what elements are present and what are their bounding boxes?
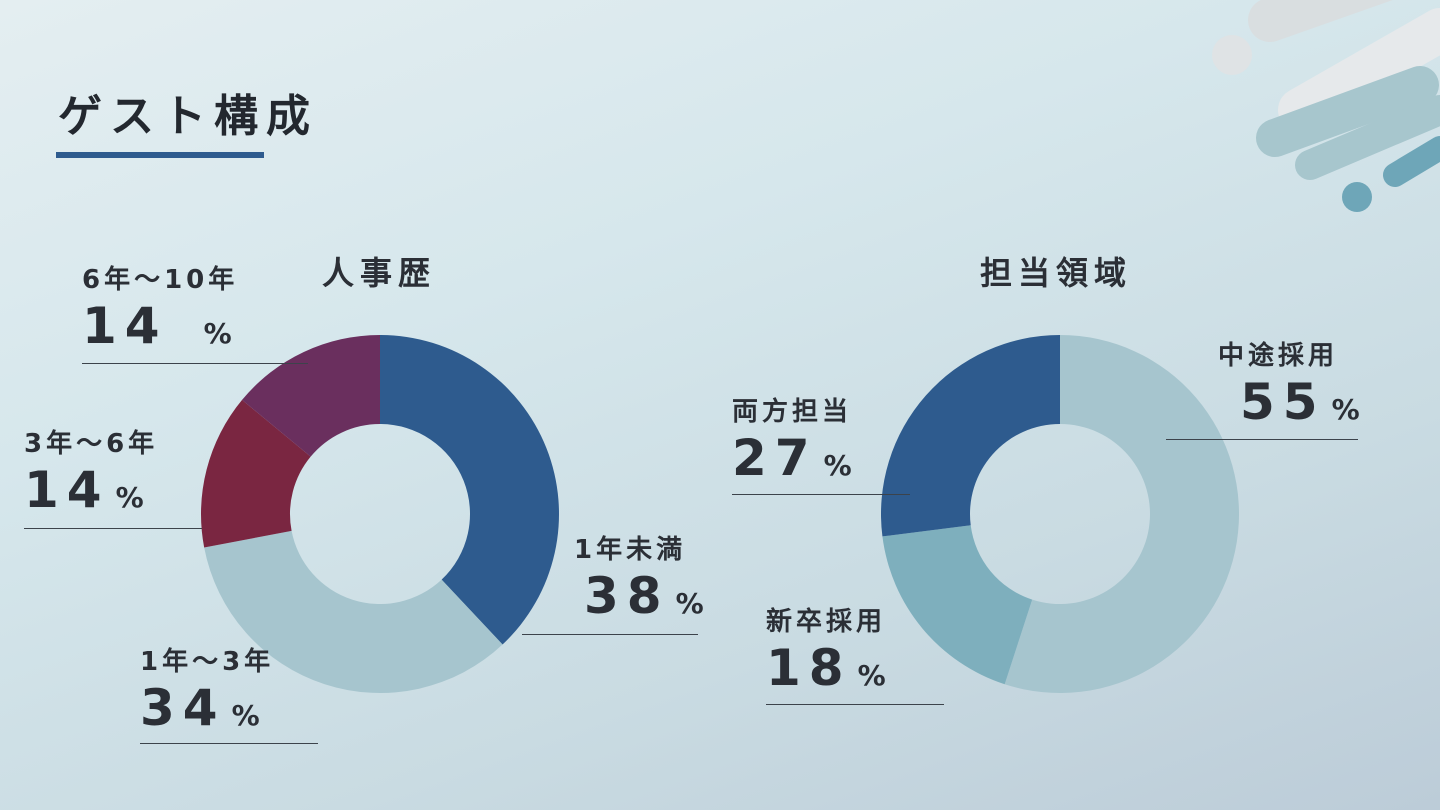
callout-6-to-10-years: 6年～10年 14% bbox=[82, 264, 308, 364]
donut-chart-responsibility bbox=[881, 335, 1239, 693]
value-unit: % bbox=[1331, 393, 1360, 426]
value-number: 18 bbox=[766, 639, 852, 697]
value-number: 14 bbox=[82, 297, 168, 355]
title-underline bbox=[56, 152, 264, 158]
chart-title-hr-experience: 人事歴 bbox=[322, 254, 437, 292]
callout-rule bbox=[732, 494, 910, 495]
callout-under-1-year: 1年未満 38% bbox=[522, 534, 704, 635]
callout-3-to-6-years: 3年～6年 14% bbox=[24, 428, 202, 529]
callout-rule bbox=[1166, 439, 1358, 440]
donut-chart-hr-experience bbox=[201, 335, 559, 693]
callout-rule bbox=[140, 743, 318, 744]
donut-slice-4 bbox=[242, 335, 380, 457]
callout-rule bbox=[24, 528, 202, 529]
donut-slice-1 bbox=[1004, 335, 1239, 693]
value-number: 55 bbox=[1240, 373, 1326, 431]
percent-value: 27% bbox=[732, 428, 910, 496]
category-label: 両方担当 bbox=[732, 397, 853, 427]
value-unit: % bbox=[823, 449, 852, 482]
callout-rule bbox=[522, 634, 698, 635]
callout-mid-career: 中途採用 55% bbox=[1166, 340, 1360, 440]
category-label: 1年～3年 bbox=[140, 647, 275, 677]
callout-new-graduate: 新卒採用 18% bbox=[766, 606, 944, 706]
chart-title-responsibility: 担当領域 bbox=[980, 254, 1133, 292]
value-number: 34 bbox=[140, 679, 226, 737]
value-unit: % bbox=[231, 699, 260, 732]
value-number: 27 bbox=[732, 429, 818, 487]
percent-value: 55% bbox=[1166, 372, 1360, 440]
percent-value: 18% bbox=[766, 638, 944, 706]
donut-slice-2 bbox=[204, 530, 503, 693]
percent-value: 14% bbox=[24, 460, 202, 528]
percent-value: 38% bbox=[522, 566, 704, 634]
percent-value: 14% bbox=[82, 296, 308, 364]
donut-slice-3 bbox=[201, 399, 311, 548]
value-number: 38 bbox=[584, 567, 670, 625]
value-unit: % bbox=[203, 317, 232, 350]
callout-rule bbox=[766, 704, 944, 705]
category-label: 1年未満 bbox=[574, 535, 687, 565]
category-label: 3年～6年 bbox=[24, 429, 159, 459]
value-unit: % bbox=[857, 659, 886, 692]
value-unit: % bbox=[115, 481, 144, 514]
value-number: 14 bbox=[24, 461, 110, 519]
donut-slice-1 bbox=[380, 335, 559, 645]
callout-1-to-3-years: 1年～3年 34% bbox=[140, 646, 318, 746]
category-label: 6年～10年 bbox=[82, 265, 239, 295]
percent-value: 34% bbox=[140, 678, 318, 746]
category-label: 新卒採用 bbox=[766, 607, 887, 637]
donut-slice-3 bbox=[881, 335, 1060, 537]
page-title: ゲスト構成 bbox=[58, 91, 318, 142]
category-label: 中途採用 bbox=[1218, 341, 1339, 371]
donut-slice-2 bbox=[882, 525, 1033, 685]
callout-both: 両方担当 27% bbox=[732, 396, 910, 496]
callout-rule bbox=[82, 363, 308, 364]
value-unit: % bbox=[675, 587, 704, 620]
